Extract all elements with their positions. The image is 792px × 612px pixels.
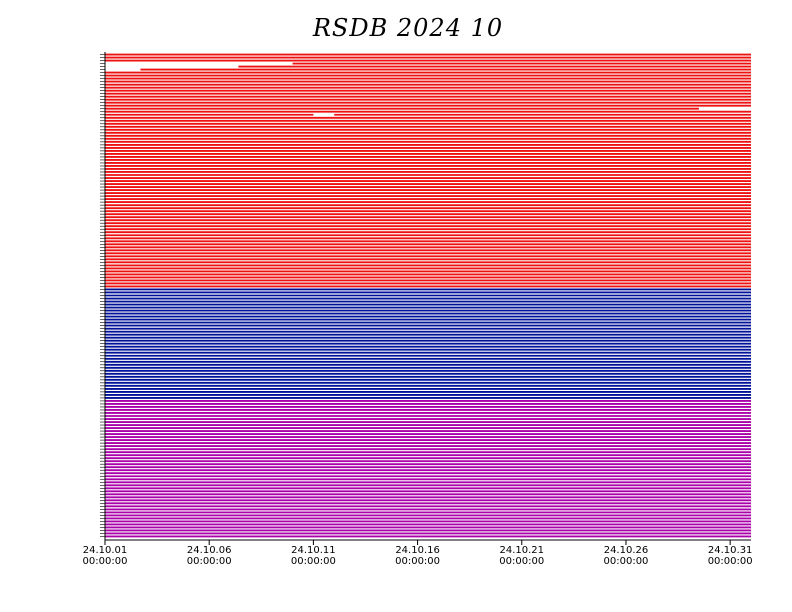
data-gap-3 — [698, 107, 751, 111]
axes — [104, 52, 751, 541]
data-gap-2 — [105, 62, 293, 66]
data-gap-4 — [313, 113, 335, 117]
data-gap-0 — [105, 68, 141, 72]
x-tick-label-date: 24.10.11 — [291, 545, 336, 556]
x-tick-label-date: 24.10.01 — [83, 545, 128, 556]
x-tick-label-date: 24.10.16 — [395, 545, 440, 556]
x-tick-label-time: 00:00:00 — [187, 556, 232, 567]
x-tick-label-time: 00:00:00 — [604, 556, 649, 567]
x-tick-label-time: 00:00:00 — [499, 556, 544, 567]
x-tick-label-time: 00:00:00 — [291, 556, 336, 567]
x-tick-label-time: 00:00:00 — [395, 556, 440, 567]
x-tick-label-date: 24.10.26 — [604, 545, 649, 556]
x-ticks: 24.10.0100:00:0024.10.0600:00:0024.10.11… — [83, 540, 753, 567]
x-tick-label-time: 00:00:00 — [83, 556, 128, 567]
station-ticks — [100, 54, 105, 537]
chart-title: RSDB 2024 10 — [312, 14, 503, 42]
x-tick-label-time: 00:00:00 — [708, 556, 753, 567]
data-gaps — [105, 62, 751, 117]
x-tick-label-date: 24.10.06 — [187, 545, 232, 556]
availability-bands — [105, 53, 751, 538]
data-gap-1 — [105, 65, 239, 69]
x-tick-label-date: 24.10.21 — [500, 545, 545, 556]
x-tick-label-date: 24.10.31 — [708, 545, 753, 556]
